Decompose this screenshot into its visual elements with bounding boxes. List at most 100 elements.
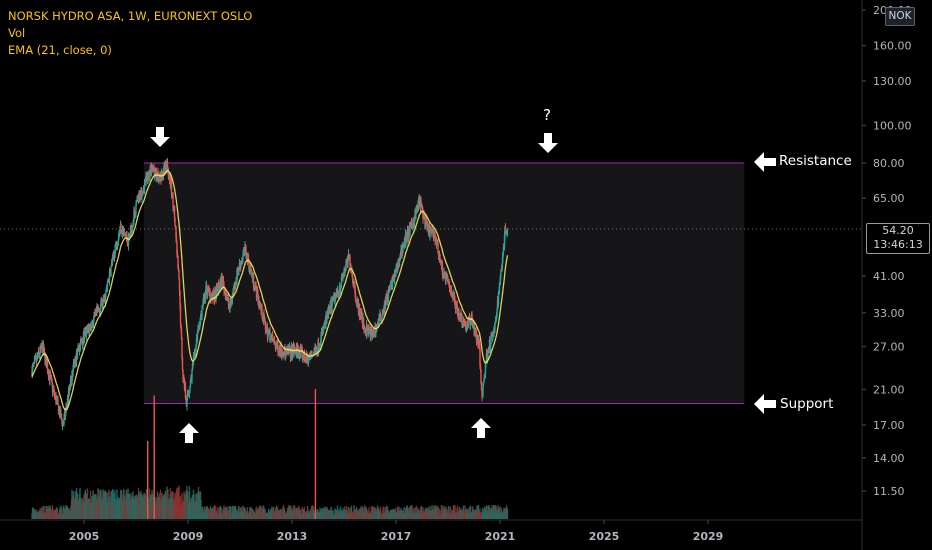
candle-body <box>264 321 267 331</box>
volume-spike <box>147 441 149 519</box>
candle-body <box>484 363 487 374</box>
volume-bar <box>319 507 321 519</box>
candle-body <box>195 338 198 345</box>
volume-spike <box>153 395 155 519</box>
volume-bar <box>338 509 340 519</box>
price-tick-label[interactable]: 33.00 <box>873 307 905 320</box>
candle-body <box>62 421 64 426</box>
candle-body <box>366 327 369 331</box>
range-fill <box>143 163 745 404</box>
time-tick-label[interactable]: 2009 <box>173 530 204 543</box>
candle-body <box>248 262 250 270</box>
candle-body <box>250 270 253 272</box>
candle-body <box>390 282 392 286</box>
candle-body <box>379 313 382 318</box>
candle-body <box>432 229 435 237</box>
candle-body <box>105 287 108 290</box>
price-tick-label[interactable]: 11.50 <box>873 485 905 498</box>
price-tick-label[interactable]: 17.00 <box>873 419 905 432</box>
time-tick-label[interactable]: 2029 <box>693 530 724 543</box>
legend-volume[interactable]: Vol <box>8 26 26 40</box>
price-tick-label[interactable]: 80.00 <box>873 157 905 170</box>
volume-bar <box>251 508 253 519</box>
volume-bar <box>250 506 252 519</box>
candle-body <box>313 352 316 354</box>
candle-body <box>170 182 173 196</box>
candle-body <box>322 327 325 332</box>
price-tick-label[interactable]: 130.00 <box>873 75 912 88</box>
volume-bar <box>312 506 315 519</box>
candle-body <box>479 365 482 370</box>
candle-body <box>316 349 319 354</box>
candle-body <box>381 316 383 320</box>
candle-body <box>480 382 483 391</box>
candle-body <box>176 242 178 255</box>
candle-body <box>108 270 111 283</box>
time-tick-label[interactable]: 2013 <box>277 530 308 543</box>
price-tick-label[interactable]: 27.00 <box>873 341 905 354</box>
price-tick-label[interactable]: 100.00 <box>873 119 912 132</box>
price-tick-label[interactable]: 21.00 <box>873 383 905 396</box>
candle-body <box>298 353 301 358</box>
price-tick-label[interactable]: 41.00 <box>873 270 905 283</box>
candle-body <box>354 285 356 294</box>
candle-body <box>129 236 131 238</box>
candle-body <box>391 276 394 289</box>
volume-bar <box>440 505 443 519</box>
candle-body <box>147 172 149 182</box>
last-price-value: 54.20 <box>882 224 914 237</box>
volume-bar <box>424 507 427 519</box>
legend-ema[interactable]: EMA (21, close, 0) <box>8 43 112 57</box>
arrow-up-low-2009-icon <box>179 423 199 443</box>
time-tick-label[interactable]: 2021 <box>485 530 516 543</box>
axes[interactable]: 11.50 14.00 17.00 21.00 27.00 33.00 41.00 65.00… <box>0 0 912 550</box>
candle-body <box>331 299 334 302</box>
volume-bar <box>311 505 314 519</box>
volume-bar <box>167 489 169 519</box>
candle-body <box>314 347 316 353</box>
candle-body <box>462 320 465 325</box>
candle-body <box>194 351 197 356</box>
volume-bar <box>249 507 251 519</box>
time-tick-label[interactable]: 2005 <box>69 530 100 543</box>
volume-bar <box>403 507 405 519</box>
candle-body <box>191 369 193 381</box>
candle-body <box>503 234 506 248</box>
candle-body <box>270 335 273 338</box>
volume-bar <box>41 506 43 519</box>
price-tick-label[interactable]: 160.00 <box>873 40 912 53</box>
volume-bar <box>209 506 212 519</box>
arrow-left-support-icon <box>754 394 776 414</box>
candle-body <box>143 182 146 191</box>
support-label: Support <box>780 396 834 412</box>
candle-body <box>117 238 120 242</box>
volume-bar <box>188 486 191 519</box>
candle-body <box>181 338 183 358</box>
price-tick-label[interactable]: 65.00 <box>873 192 905 205</box>
candle-body <box>487 350 490 352</box>
candle-body <box>372 329 375 334</box>
currency-badge[interactable]: NOK <box>885 7 915 26</box>
candle-body <box>402 245 404 253</box>
candle-body <box>136 198 139 202</box>
volume-bar <box>43 505 45 519</box>
candle-body <box>72 361 75 369</box>
volume-bar <box>415 505 418 519</box>
candle-body <box>429 229 431 238</box>
candle-body <box>175 237 178 243</box>
price-tick-label[interactable]: 14.00 <box>873 452 905 465</box>
volume-bar <box>454 505 456 519</box>
candle-body <box>362 317 365 326</box>
time-tick-label[interactable]: 2025 <box>589 530 620 543</box>
candle-body <box>106 281 109 287</box>
candle-body <box>465 327 468 330</box>
candle-body <box>196 331 199 341</box>
candle-body <box>131 227 134 229</box>
candle-body <box>85 328 88 337</box>
legend-symbol[interactable]: NORSK HYDRO ASA, 1W, EURONEXT OSLO <box>8 9 253 23</box>
resistance-label: Resistance <box>779 153 852 169</box>
candle-body <box>398 257 401 266</box>
time-tick-label[interactable]: 2017 <box>381 530 412 543</box>
candle-body <box>480 369 482 383</box>
